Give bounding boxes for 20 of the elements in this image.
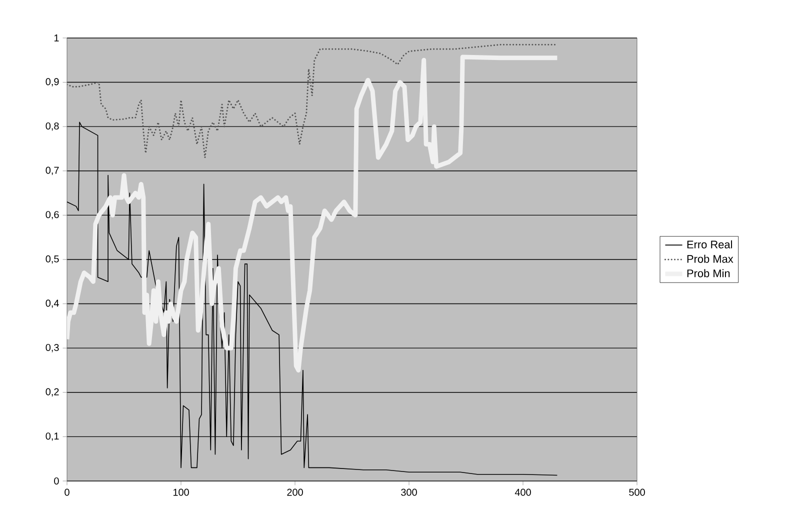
y-tick-label: 0,6	[46, 211, 59, 220]
legend-label: Erro Real	[687, 240, 732, 248]
x-tick-label: 500	[629, 488, 645, 496]
y-tick-label: 0,1	[46, 432, 59, 441]
y-tick-label: 0,3	[46, 344, 59, 352]
y-tick-label: 0,8	[46, 122, 59, 131]
x-tick-label: 200	[287, 488, 303, 496]
y-tick-label: 0,5	[46, 255, 59, 264]
y-tick-label: 0,7	[46, 166, 59, 176]
y-tick-label: 0,2	[46, 388, 59, 397]
x-tick-label: 0	[64, 488, 70, 496]
x-tick-label: 400	[514, 488, 531, 496]
y-tick-label: 0	[54, 477, 59, 485]
legend-label: Prob Max	[687, 254, 734, 263]
y-tick-label: 1	[54, 34, 59, 42]
legend-label: Prob Min	[687, 269, 730, 278]
x-tick-label: 300	[401, 488, 417, 496]
x-tick-label: 100	[173, 488, 189, 496]
y-tick-label: 0,4	[46, 300, 59, 308]
y-tick-label: 0,9	[46, 78, 59, 86]
